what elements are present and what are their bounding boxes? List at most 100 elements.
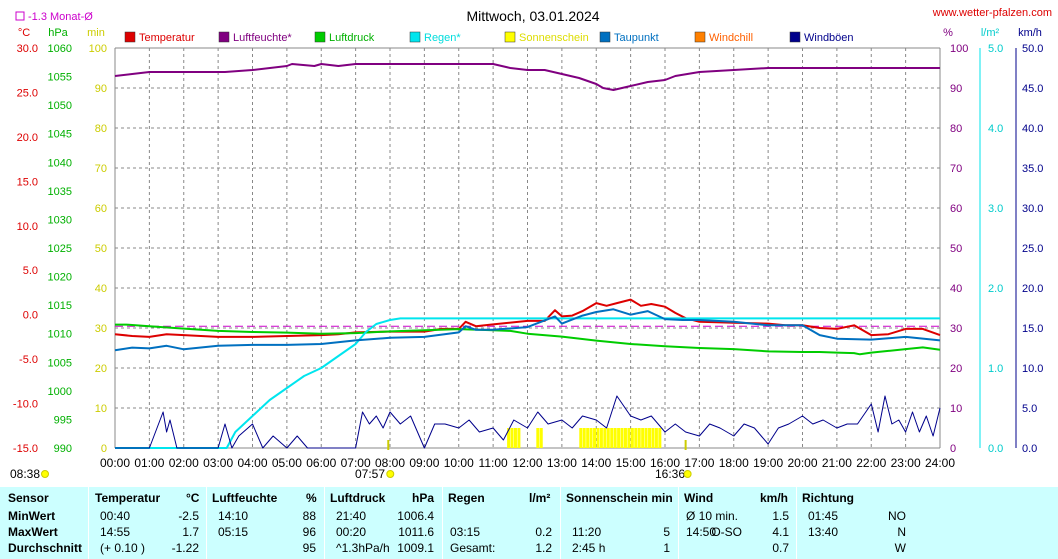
stats-cell-hum-val: 96	[302, 525, 316, 539]
stats-cell-press-val: 1011.6	[398, 525, 434, 539]
legend-label: Windchill	[709, 32, 753, 44]
x-tick-label: 12:00	[512, 456, 542, 470]
axis-tick-rain: 1.0	[988, 363, 1003, 375]
axis-tick-humidity: 10	[950, 403, 962, 415]
sunshine-bar	[599, 428, 603, 448]
chart-grid	[114, 47, 941, 449]
sunshine-bar	[658, 428, 662, 448]
x-tick-label: 15:00	[616, 456, 646, 470]
legend-label: Luftdruck	[329, 32, 375, 44]
header-humidity: Luftfeuchte	[212, 491, 278, 505]
chart-legend: Temperatur Luftfeuchte* Luftdruck Regen* Son…	[124, 31, 854, 44]
axis-tick-pressure: 990	[54, 443, 72, 455]
axis-tick-pressure: 1050	[48, 100, 72, 112]
stats-cell-wind-time: 14:50	[686, 525, 717, 539]
axis-unit-rain: l/m²	[981, 27, 1000, 39]
x-tick-label: 10:00	[444, 456, 474, 470]
sunshine-bar	[613, 428, 617, 448]
chart-series	[114, 63, 941, 449]
stats-cell-wind-val: 0.7	[772, 541, 789, 555]
sunshine-bar	[593, 428, 597, 448]
stats-cell-rain-time: 03:15	[450, 525, 481, 539]
axis-tick-rain: 5.0	[988, 43, 1003, 55]
sunset-time: 16:36	[655, 467, 685, 481]
site-url[interactable]: www.wetter-pfalzen.com	[932, 7, 1052, 19]
axis-unit-temp: °C	[18, 27, 30, 39]
sunshine-bar	[510, 428, 514, 448]
axis-tick-humidity: 50	[950, 243, 962, 255]
series-line-dewpoint	[114, 308, 941, 352]
x-tick-label: 11:00	[479, 456, 508, 470]
monthly-avg-icon	[15, 11, 25, 21]
axis-tick-pressure: 1060	[48, 43, 72, 55]
series-line-temperature	[114, 298, 941, 338]
sunshine-bar	[586, 428, 590, 448]
axis-tick-temp: 0.0	[23, 310, 38, 322]
stats-cell-press-val: 1006.4	[397, 509, 434, 523]
series-line-gusts	[115, 395, 941, 449]
sun-icon	[386, 470, 395, 478]
x-tick-label: 20:00	[787, 456, 817, 470]
chart-axes: 30.0 25.0 20.0 15.0 10.0 5.0 0.0 -5.0 -10.0 -15.0…	[13, 27, 1044, 470]
axis-tick-pressure: 995	[54, 414, 72, 426]
axis-tick-humidity: 40	[950, 283, 962, 295]
stats-row-label: Durchschnitt	[8, 541, 83, 555]
header-humidity-unit: %	[306, 491, 317, 505]
series-line-humidity	[114, 63, 940, 91]
sunshine-bar	[513, 428, 517, 448]
sunshine-bar	[517, 428, 521, 448]
axis-unit-humidity: %	[943, 27, 953, 39]
axis-tick-pressure: 1040	[48, 157, 72, 169]
sunshine-bar	[603, 428, 607, 448]
axis-unit-minutes: min	[87, 27, 105, 39]
legend-swatch	[694, 31, 706, 43]
stats-row-label: MaxWert	[8, 525, 58, 539]
stats-divider	[678, 487, 679, 559]
axis-tick-humidity: 80	[950, 123, 962, 135]
sunshine-bar	[589, 428, 593, 448]
header-temperature-unit: °C	[186, 491, 200, 505]
x-tick-label: 03:00	[203, 456, 233, 470]
sunshine-bar	[620, 428, 624, 448]
sunshine-bar	[539, 428, 543, 448]
axis-tick-wind: 40.0	[1022, 123, 1043, 135]
axis-tick-rain: 2.0	[988, 283, 1003, 295]
sunshine-bar	[641, 428, 645, 448]
axis-tick-minutes: 20	[95, 363, 107, 375]
header-sunshine: Sonnenschein min	[566, 491, 673, 505]
axis-tick-pressure: 1020	[48, 272, 72, 284]
header-sensor: Sensor	[8, 491, 49, 505]
x-tick-label: 23:00	[891, 456, 921, 470]
sunshine-bar	[630, 428, 634, 448]
header-wind: Wind	[684, 491, 714, 505]
axis-tick-temp: 10.0	[17, 221, 38, 233]
axis-tick-temp: -15.0	[13, 443, 38, 455]
sun-tick-marker	[684, 440, 687, 450]
axis-tick-pressure: 1015	[48, 300, 72, 312]
first-sun-time: 08:38	[10, 467, 40, 481]
stats-cell-temp-time: 00:40	[100, 509, 131, 523]
stats-cell-wind-time: Ø 10 min.	[686, 509, 739, 523]
stats-cell-hum-val: 95	[302, 541, 316, 555]
stats-cell-rain-time: Gesamt:	[450, 541, 496, 555]
axis-tick-wind: 35.0	[1022, 163, 1043, 175]
sunshine-bar	[634, 428, 638, 448]
x-tick-label: 21:00	[822, 456, 852, 470]
legend-swatch	[124, 31, 136, 43]
sunshine-bar	[644, 428, 648, 448]
x-tick-label: 02:00	[169, 456, 199, 470]
sunshine-bar	[648, 428, 652, 448]
stats-cell-press-val: 1009.1	[397, 541, 434, 555]
x-tick-label: 16:00	[650, 456, 680, 470]
stats-cell-rain-val: 0.2	[535, 525, 552, 539]
axis-tick-temp: 25.0	[17, 87, 38, 99]
stats-cell-rain-val: 1.2	[535, 541, 552, 555]
axis-tick-temp: 20.0	[17, 132, 38, 144]
axis-tick-wind: 45.0	[1022, 83, 1043, 95]
sunshine-bar	[637, 428, 641, 448]
axis-tick-wind: 25.0	[1022, 243, 1043, 255]
legend-swatch	[599, 31, 611, 43]
axis-tick-humidity: 30	[950, 323, 962, 335]
x-tick-label: 07:00	[341, 456, 371, 470]
stats-cell-hum-val: 88	[302, 509, 316, 523]
